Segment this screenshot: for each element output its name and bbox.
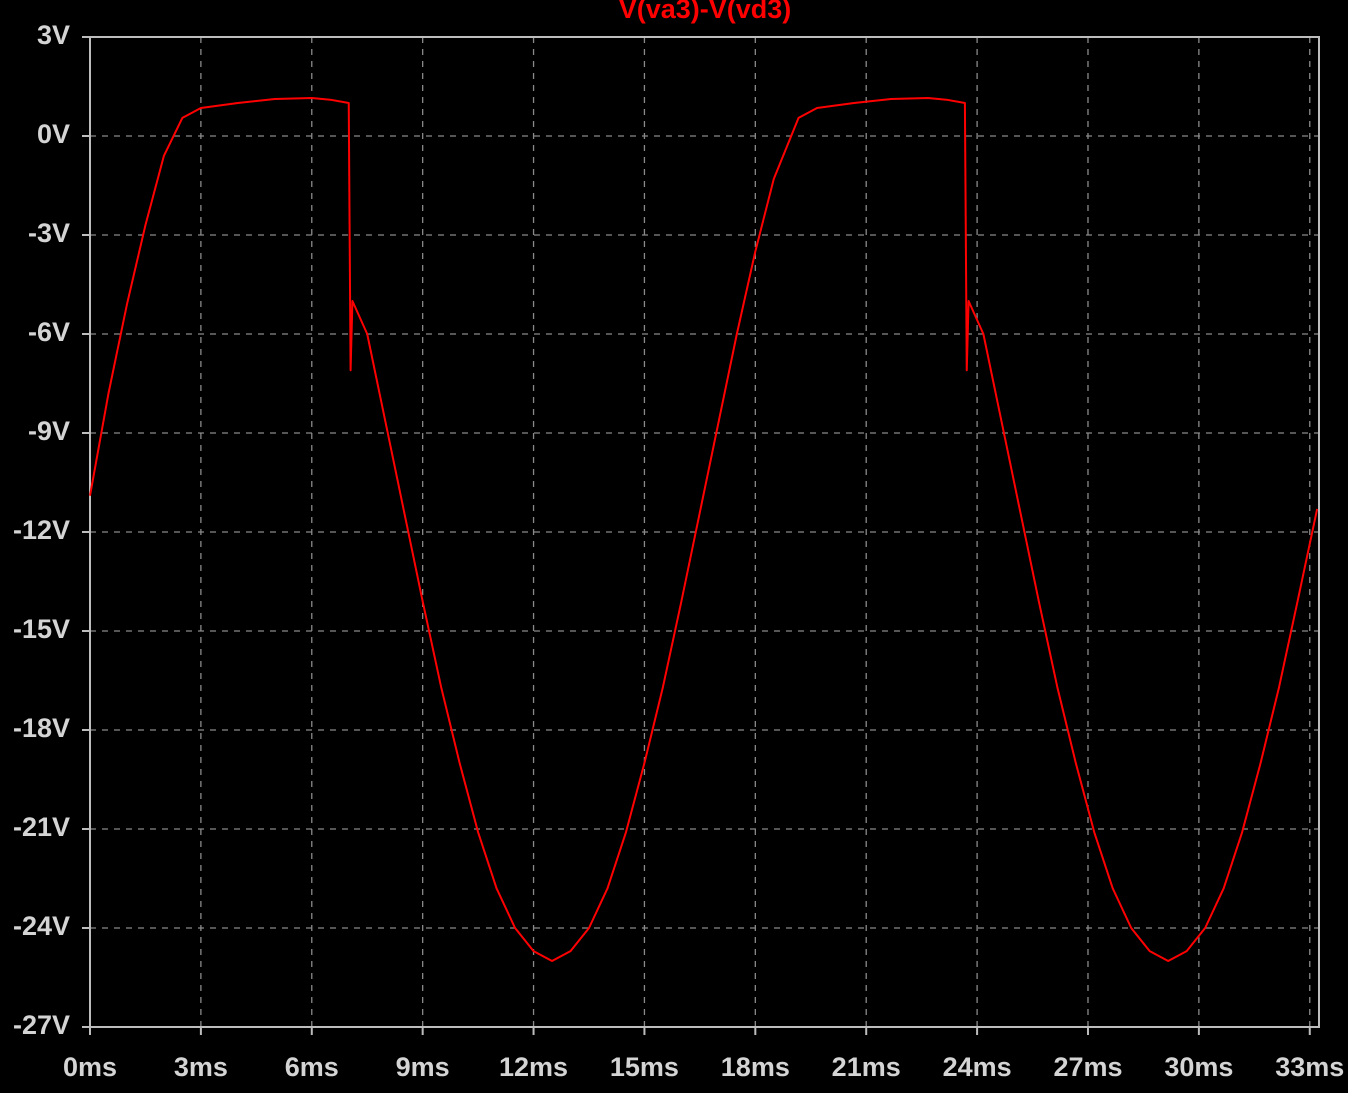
x-tick-label: 21ms [832,1052,901,1082]
trace [89,97,1319,962]
x-tick-label: 30ms [1164,1052,1233,1082]
y-tick-label: -21V [13,812,70,842]
x-tick-label: 27ms [1053,1052,1122,1082]
x-tick-label: 9ms [396,1052,450,1082]
y-tick-label: -15V [13,614,70,644]
x-tick-label: 0ms [63,1052,117,1082]
chart-title: V(va3)-V(vd3) [619,0,792,24]
x-tick-label: 12ms [499,1052,568,1082]
x-tick-label: 24ms [943,1052,1012,1082]
x-tick-label: 3ms [174,1052,228,1082]
y-tick-label: 3V [37,20,70,50]
y-tick-label: -18V [13,713,70,743]
y-tick-label: -3V [28,218,70,248]
y-tick-label: -24V [13,911,70,941]
y-tick-label: 0V [37,119,70,149]
plot-frame [89,36,1320,1028]
x-tick-label: 18ms [721,1052,790,1082]
y-tick-label: -12V [13,515,70,545]
y-tick-label: -6V [28,317,70,347]
y-tick-label: -27V [13,1010,70,1040]
y-tick-label: -9V [28,416,70,446]
x-tick-label: 15ms [610,1052,679,1082]
x-tick-label: 33ms [1275,1052,1344,1082]
x-tick-label: 6ms [285,1052,339,1082]
